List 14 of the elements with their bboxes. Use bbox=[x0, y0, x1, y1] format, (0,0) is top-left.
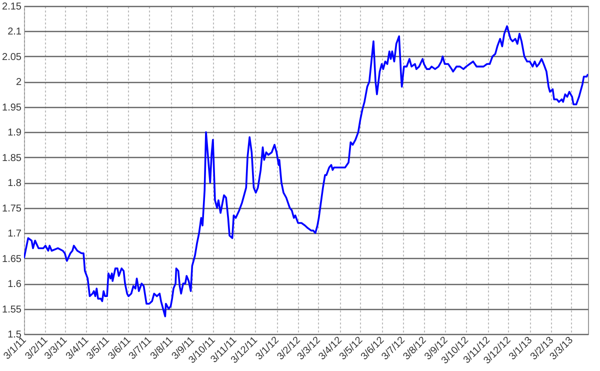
y-tick-label: 1.95 bbox=[2, 102, 22, 114]
y-tick-label: 1.85 bbox=[2, 152, 22, 164]
y-tick-label: 1.8 bbox=[8, 178, 22, 190]
y-tick-label: 2 bbox=[16, 77, 22, 88]
y-tick-label: 1.65 bbox=[2, 254, 22, 265]
y-tick-label: 2.15 bbox=[2, 2, 22, 12]
y-tick-label: 1.7 bbox=[8, 228, 22, 240]
y-tick-label: 1.6 bbox=[8, 279, 22, 290]
y-tick-label: 1.9 bbox=[8, 128, 22, 139]
y-tick-label: 2.05 bbox=[2, 52, 22, 63]
y-tick-label: 2.1 bbox=[8, 26, 22, 38]
y-tick-label: 1.55 bbox=[2, 304, 22, 316]
y-tick-label: 1.75 bbox=[2, 203, 22, 214]
line-series bbox=[24, 25, 588, 318]
